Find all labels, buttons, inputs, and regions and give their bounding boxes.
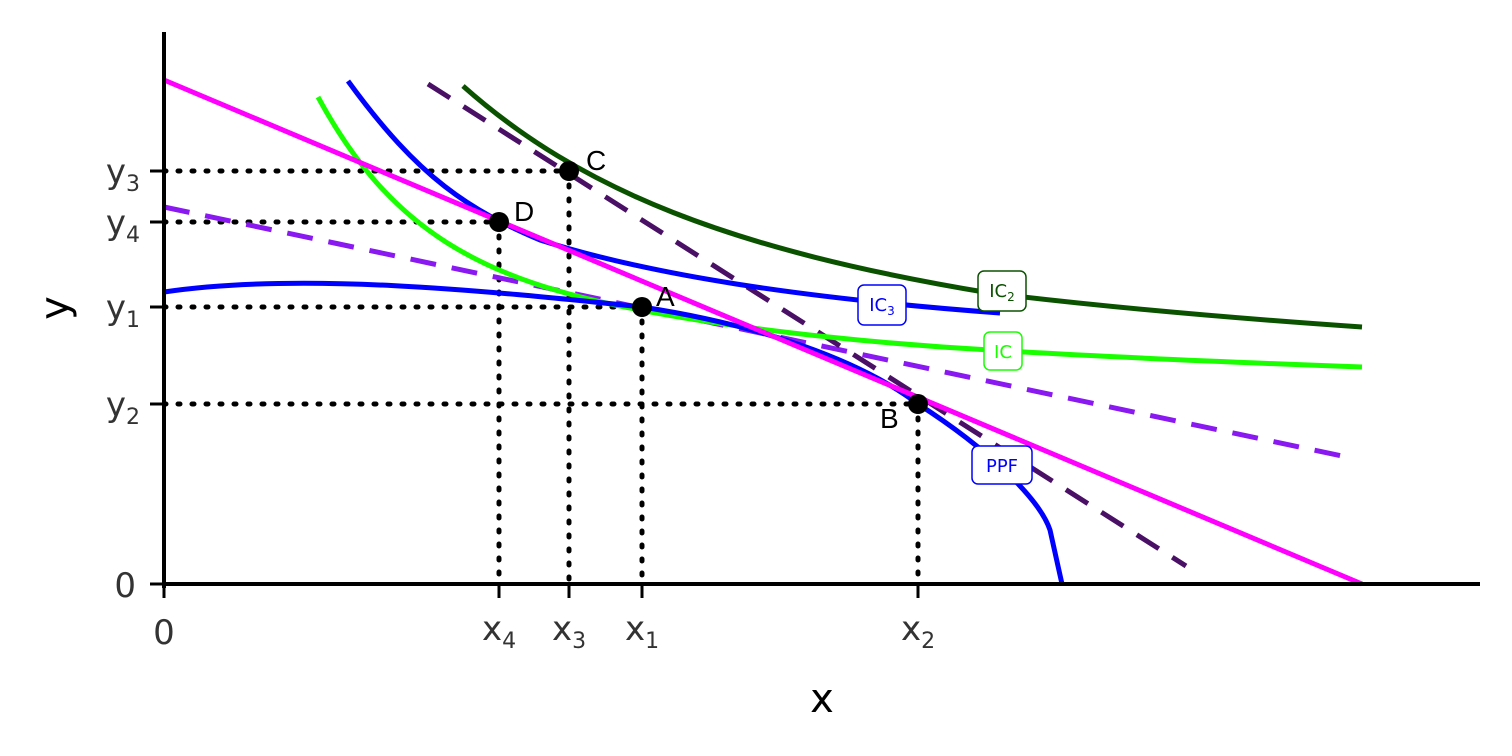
ic3-tag: IC3: [857, 284, 907, 326]
x-tick-label-x3: x3: [552, 609, 586, 654]
ic3-tag-base: IC: [869, 295, 887, 316]
y-tick-label-y1: y1: [106, 288, 140, 333]
ppf-tag-box: [971, 445, 1033, 485]
y-tick-label-y2-base: y: [106, 385, 126, 425]
y-tick-label-y2: y2: [106, 385, 140, 430]
point-c-label: C: [586, 145, 606, 176]
ic2-tag-text: IC2: [989, 281, 1015, 304]
x-tick-label-x3-base: x: [552, 609, 572, 649]
ic2-tag-sub: 2: [1007, 290, 1015, 304]
y-axis-title: y: [32, 296, 78, 320]
y-origin-label: 0: [114, 566, 136, 606]
ic2-tag-box: [977, 270, 1027, 312]
x-tick-label-x2-base: x: [901, 609, 921, 649]
y-tick-label-y4-base: y: [106, 203, 126, 243]
ic2-curve: [461, 84, 1363, 330]
y-tick-label-y1-sub: 1: [126, 308, 140, 333]
point-b: [908, 394, 928, 414]
x-tick-label-x3-sub: 3: [572, 629, 586, 654]
ppf-tag: PPF: [971, 445, 1033, 485]
y-tick-label-y1-base: y: [106, 288, 126, 328]
dashed-line-dark: [426, 81, 1188, 569]
ic3-tag-box: [857, 284, 907, 326]
y-tick-label-y2-sub: 2: [126, 405, 140, 430]
point-a: [632, 297, 652, 317]
guide-lines: [161, 168, 921, 587]
ic-curve: [315, 95, 1363, 370]
x-tick-label-x1: x1: [625, 609, 659, 654]
point-c: [559, 161, 579, 181]
ic-tag-box: [983, 331, 1023, 371]
point-d: [489, 212, 509, 232]
ic2-tag-base: IC: [989, 281, 1007, 302]
y-tick-label-y3: y3: [106, 152, 140, 197]
ic3-tag-sub: 3: [887, 304, 895, 318]
ic3-tag-text: IC3: [869, 295, 895, 318]
ic2-tag: IC2: [977, 270, 1027, 312]
x-tick-label-x1-sub: 1: [645, 629, 659, 654]
point-a-label: A: [656, 281, 675, 312]
x-tick-label-x2-sub: 2: [921, 629, 935, 654]
y-tick-label-y3-base: y: [106, 152, 126, 192]
x-tick-label-x2: x2: [901, 609, 935, 654]
point-b-label: B: [880, 403, 899, 434]
ppf-curve: [163, 280, 1065, 585]
y-tick-label-y4-sub: 4: [126, 223, 140, 248]
point-d-label: D: [514, 196, 534, 227]
x-tick-label-x4: x4: [482, 609, 516, 654]
x-origin-label: 0: [153, 613, 175, 653]
x-axis-title: x: [810, 676, 834, 722]
x-tick-label-x4-base: x: [482, 609, 502, 649]
x-tick-label-x4-sub: 4: [502, 629, 516, 654]
budget-line: [163, 77, 1363, 587]
ic-tag: IC: [983, 331, 1023, 371]
y-tick-label-y4: y4: [106, 203, 140, 248]
y-tick-label-y3-sub: 3: [126, 172, 140, 197]
points: [489, 161, 928, 414]
x-tick-label-x1-base: x: [625, 609, 645, 649]
x-tick-marks: [162, 584, 920, 598]
y-tick-marks: [150, 169, 164, 586]
ppf-tag-text: PPF: [986, 456, 1018, 477]
ic-tag-text: IC: [994, 342, 1012, 363]
